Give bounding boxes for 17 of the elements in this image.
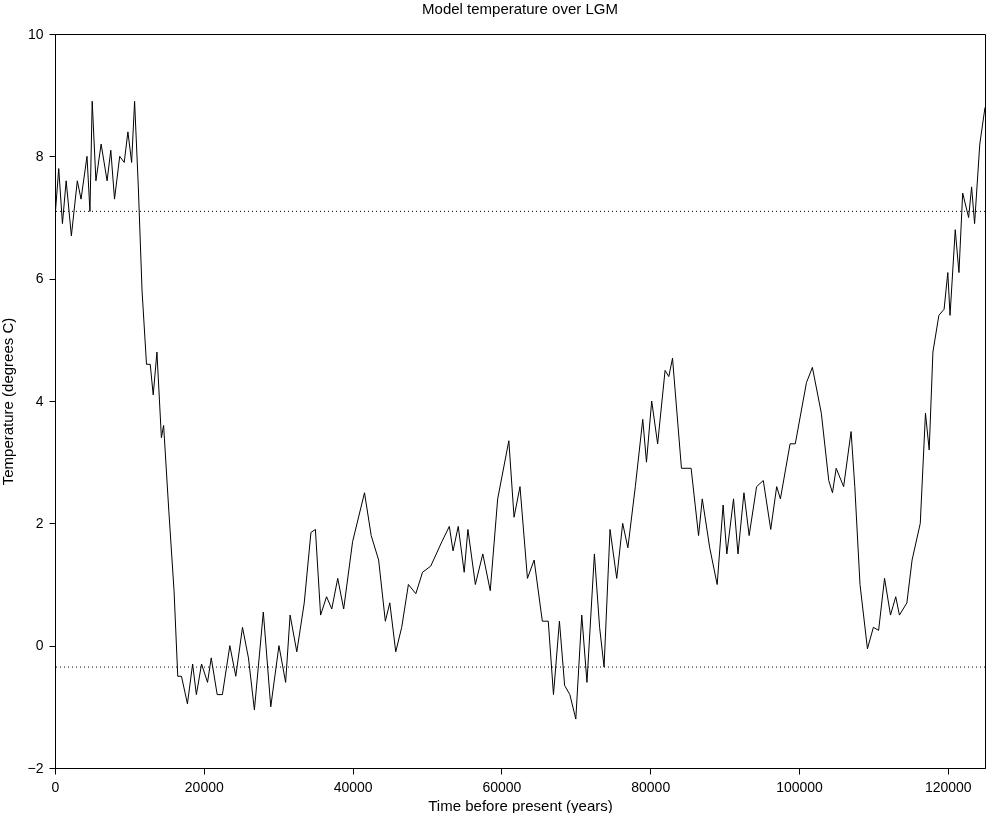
y-axis-title: Temperature (degrees C) (0, 317, 16, 486)
y-tick-label: 8 (35, 147, 44, 164)
x-tick-label: 120000 (924, 778, 972, 795)
chart-title: Model temperature over LGM (422, 0, 618, 17)
x-tick-label: 80000 (631, 778, 671, 795)
x-tick-label: 40000 (333, 778, 373, 795)
x-tick-label: 20000 (184, 778, 224, 795)
y-tick-label: 10 (27, 25, 44, 42)
y-tick-label: 0 (35, 637, 44, 654)
y-tick-label: −2 (27, 759, 44, 776)
x-axis-title: Time before present (years) (428, 796, 613, 814)
y-tick-label: 6 (35, 270, 44, 287)
y-tick-label: 2 (35, 514, 44, 531)
y-tick-label: 4 (35, 392, 44, 409)
x-tick-label: 60000 (482, 778, 522, 795)
x-tick-label: 100000 (776, 778, 824, 795)
x-tick-label: 0 (51, 778, 60, 795)
